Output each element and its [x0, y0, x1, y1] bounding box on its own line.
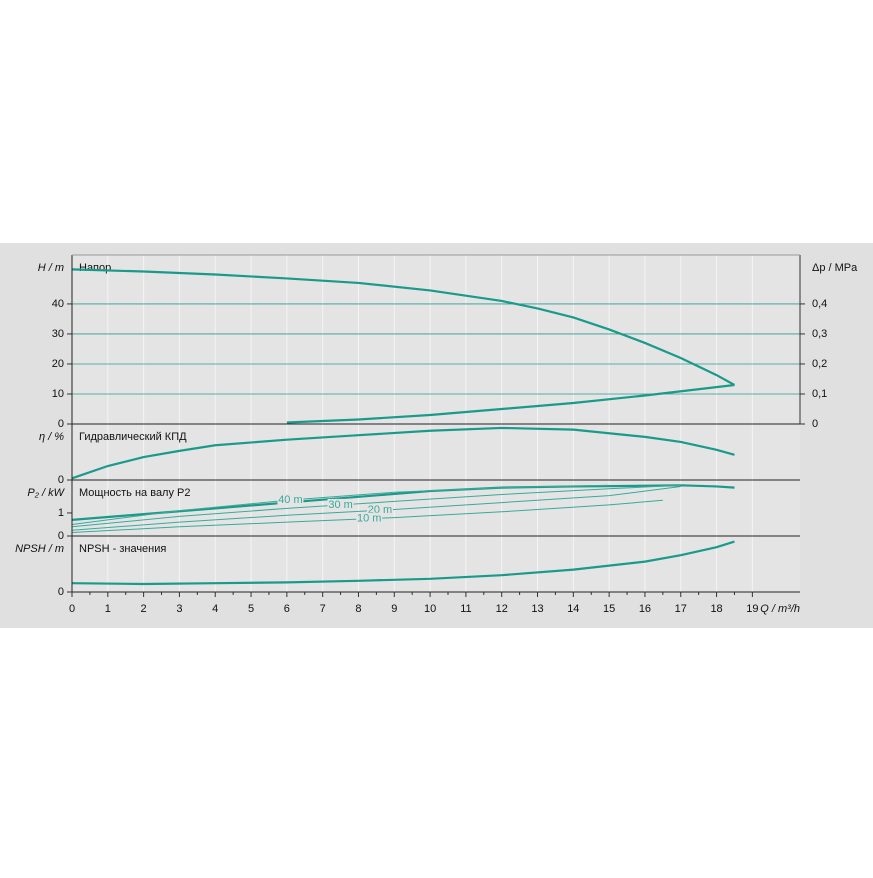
- x-tick-label: 1: [105, 603, 111, 615]
- x-axis-label: Q / m³/h: [760, 603, 800, 615]
- x-tick-label: 16: [639, 603, 651, 615]
- y-tick-label: 10: [52, 388, 64, 400]
- y-tick-label: 0: [58, 418, 64, 430]
- data-line: [71, 268, 736, 386]
- x-tick-label: 14: [567, 603, 579, 615]
- label-background: [277, 494, 304, 506]
- label-background: [366, 504, 393, 516]
- panel-title: Мощность на валу P2: [79, 487, 191, 499]
- x-tick-label: 18: [710, 603, 722, 615]
- y-tick-label: 30: [52, 328, 64, 340]
- x-tick-label: 17: [675, 603, 687, 615]
- data-line: [286, 383, 735, 424]
- y-tick-label: 0: [58, 474, 64, 486]
- x-tick-label: 13: [531, 603, 543, 615]
- curve-label: 40 m: [278, 494, 302, 506]
- x-tick-label: 9: [391, 603, 397, 615]
- y2-axis-label: Δp / MPa: [812, 262, 858, 274]
- y-tick-label: 20: [52, 358, 64, 370]
- x-tick-label: 11: [460, 603, 471, 615]
- x-tick-label: 2: [141, 603, 147, 615]
- x-tick-label: 8: [355, 603, 361, 615]
- y-axis-label: NPSH / m: [15, 543, 64, 555]
- x-tick-label: 7: [320, 603, 326, 615]
- y-tick-label: 0: [58, 586, 64, 598]
- curve-label: 30 m: [328, 499, 352, 511]
- data-line: [71, 426, 735, 480]
- x-tick-label: 4: [212, 603, 218, 615]
- label-background: [356, 512, 383, 524]
- label-background: [327, 498, 354, 510]
- curve-label: 10 m: [357, 513, 381, 525]
- y-tick-label: 1: [58, 507, 64, 519]
- data-line: [71, 499, 663, 534]
- data-line: [71, 485, 681, 531]
- y-tick-label: 0: [58, 530, 64, 542]
- data-line: [71, 484, 610, 525]
- x-tick-label: 6: [284, 603, 290, 615]
- data-line: [71, 484, 681, 528]
- x-tick-label: 10: [424, 603, 436, 615]
- y-axis-label: P₂ / kW: [27, 487, 65, 499]
- y2-tick-label: 0: [812, 418, 818, 430]
- y-tick-label: 40: [52, 298, 64, 310]
- x-tick-label: 15: [603, 603, 615, 615]
- x-tick-label: 3: [176, 603, 182, 615]
- panel-title: NPSH - значения: [79, 543, 166, 555]
- panel-title: Напор: [79, 262, 111, 274]
- y2-tick-label: 0,1: [812, 388, 827, 400]
- x-tick-label: 0: [69, 603, 75, 615]
- y2-tick-label: 0,3: [812, 328, 827, 340]
- y-axis-label: η / %: [39, 431, 64, 443]
- panel-title: Гидравлический КПД: [79, 431, 187, 443]
- data-line: [71, 540, 735, 586]
- y2-tick-label: 0,2: [812, 358, 827, 370]
- x-tick-label: 5: [248, 603, 254, 615]
- x-tick-label: 19: [746, 603, 758, 615]
- x-tick-label: 12: [496, 603, 508, 615]
- y2-tick-label: 0,4: [812, 298, 827, 310]
- y-axis-label: H / m: [38, 262, 64, 274]
